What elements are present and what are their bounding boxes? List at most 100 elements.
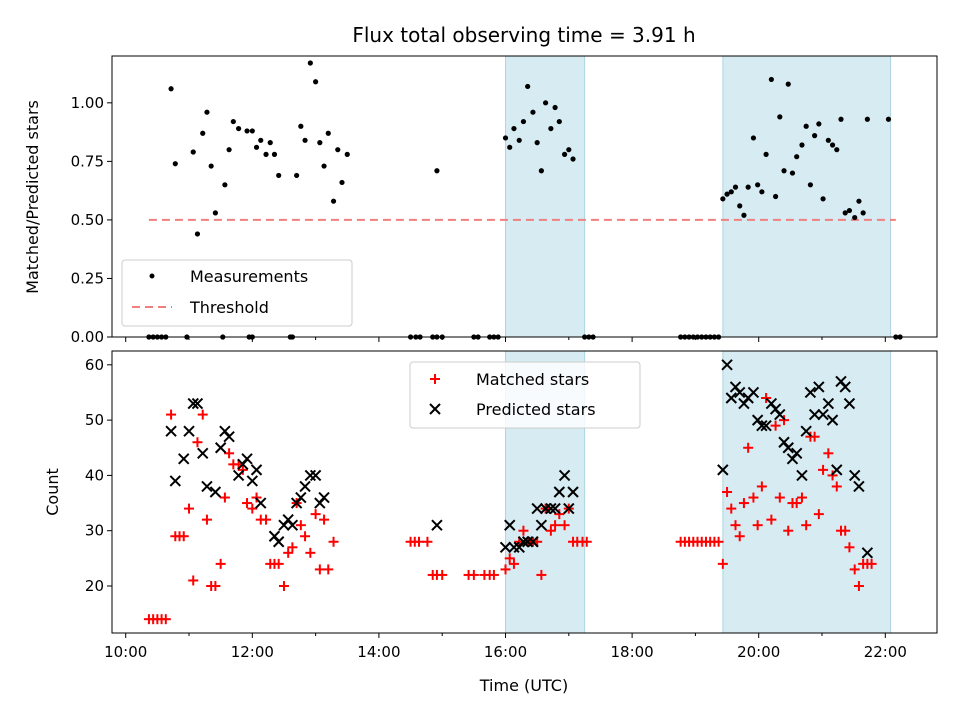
x-tick-label: 12:00 (231, 643, 274, 661)
count-panel: 20 30 40 50 60 10:00 12:00 14:00 16:00 18:00 20:0… (43, 350, 938, 695)
measurement-point (745, 184, 751, 190)
matched-star-marker (849, 564, 860, 575)
matched-star-marker (283, 547, 294, 558)
measurement-point (190, 149, 196, 155)
matched-star-marker (796, 492, 807, 503)
measurement-point (548, 125, 554, 132)
measurement-points (146, 60, 903, 340)
measurement-point (267, 140, 273, 146)
predicted-star-marker (201, 480, 213, 493)
measurement-point (263, 151, 269, 157)
measurement-point (230, 118, 236, 125)
measurement-point (566, 147, 572, 153)
measurement-point (834, 147, 840, 153)
bottom-legend: Matched stars Predicted stars (409, 361, 641, 429)
matched-star-marker (853, 581, 864, 591)
measurement-point (781, 168, 787, 174)
matched-star-marker (550, 520, 561, 531)
matched-star-marker (508, 558, 519, 569)
measurement-point (276, 172, 282, 179)
predicted-star-marker (318, 491, 330, 504)
measurement-point (852, 214, 858, 221)
x-tick-label: 14:00 (357, 643, 400, 661)
measurement-point (172, 161, 178, 167)
matched-star-marker (761, 393, 772, 403)
predicted-star-marker (717, 464, 729, 476)
measurement-point (302, 137, 308, 143)
measurement-point (525, 83, 531, 90)
matched-star-marker (488, 569, 499, 580)
measurement-point (321, 163, 327, 169)
matched-star-marker (748, 492, 759, 503)
predicted-star-marker (756, 419, 768, 432)
predicted-star-marker (246, 475, 259, 487)
measurement-point (204, 109, 210, 115)
measurement-point (235, 125, 242, 132)
predicted-star-marker (431, 519, 443, 531)
x-axis-label: Time (UTC) (479, 676, 568, 695)
predicted-star-marker (822, 397, 835, 410)
matched-star-marker (500, 564, 511, 575)
measurement-point (741, 212, 747, 218)
matched-star-marker (242, 498, 253, 509)
matched-star-marker (166, 409, 177, 420)
predicted-star-marker (299, 480, 311, 493)
predicted-star-marker (209, 486, 222, 498)
predicted-star-marker (241, 453, 253, 465)
measurement-point (542, 100, 549, 106)
measurement-point (271, 151, 278, 157)
predicted-star-marker (531, 502, 543, 515)
measurement-point (820, 196, 826, 202)
matched-star-marker (219, 492, 230, 503)
top-y-axis-label: Matched/Predicted stars (23, 100, 42, 294)
matched-star-marker (756, 481, 767, 492)
measurement-point (168, 86, 174, 92)
matched-star-marker (734, 531, 745, 542)
predicted-star-marker (272, 536, 285, 548)
matched-star-marker (178, 531, 189, 542)
predicted-star-marker (817, 408, 829, 421)
matched-star-marker (730, 520, 741, 531)
measurement-point (313, 79, 319, 85)
measurement-point (434, 168, 440, 174)
measurement-point (838, 116, 844, 122)
measurement-point (294, 172, 300, 179)
matched-star-marker (713, 536, 724, 547)
matched-star-marker (752, 520, 763, 531)
observing-window-band (505, 55, 586, 338)
top-y-ticks: 0.00 0.25 0.50 0.75 1.00 (71, 94, 112, 346)
matched-star-marker (518, 525, 529, 536)
measurement-point (339, 179, 345, 186)
predicted-star-marker (545, 502, 557, 515)
measurement-point (552, 104, 558, 111)
predicted-star-marker (558, 469, 571, 482)
predicted-star-marker (721, 359, 733, 371)
predicted-star-marker (309, 469, 322, 482)
bottom-y-tick-label: 50 (85, 411, 104, 429)
observing-window-band (722, 55, 892, 338)
predicted-star-marker (178, 453, 190, 465)
predicted-star-marker (796, 469, 808, 482)
predicted-star-marker (831, 464, 843, 476)
predicted-star-marker (286, 519, 299, 531)
measurement-point (885, 116, 892, 122)
bottom-y-tick-label: 40 (85, 466, 104, 484)
measurement-point (799, 142, 805, 148)
predicted-star-marker (853, 480, 865, 493)
predicted-star-marker (232, 469, 245, 482)
predicted-star-marker (295, 491, 307, 504)
legend-measurements-marker (149, 273, 155, 279)
predicted-star-marker (183, 425, 195, 437)
predicted-star-marker (169, 475, 182, 487)
measurement-point (307, 60, 313, 66)
matched-star-marker (726, 503, 737, 514)
matched-star-marker (323, 564, 334, 575)
predicted-star-marker (250, 464, 263, 476)
predicted-star-marker (849, 469, 861, 482)
legend-matched-label: Matched stars (476, 370, 589, 389)
measurement-point (200, 130, 206, 136)
predicted-star-marker (223, 430, 235, 443)
measurement-point (732, 184, 739, 190)
measurement-point (772, 193, 779, 200)
matched-star-marker (504, 553, 515, 564)
